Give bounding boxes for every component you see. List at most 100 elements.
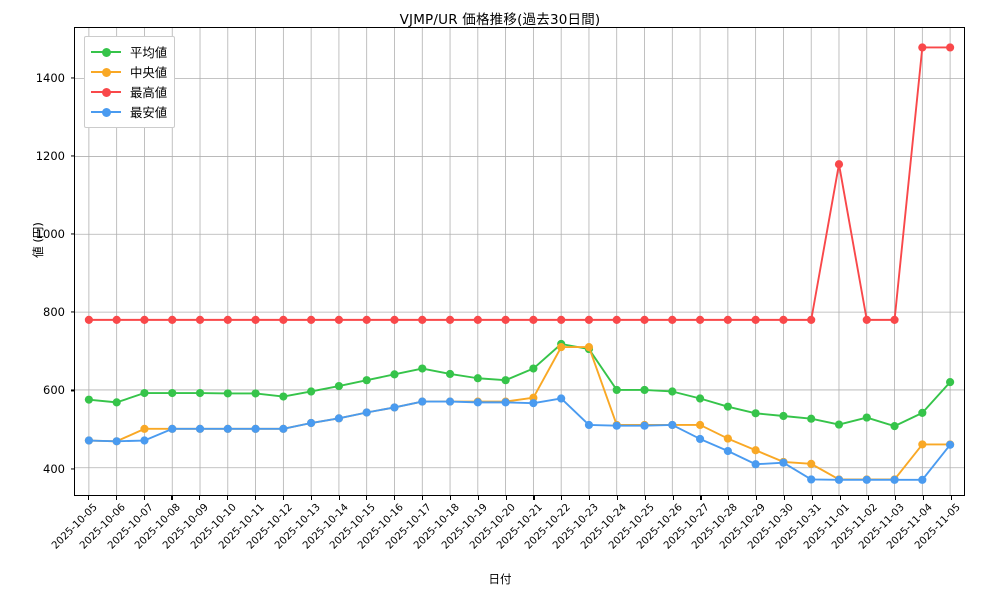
legend-swatch-icon [91, 106, 121, 118]
data-point [362, 376, 371, 385]
series-line [87, 397, 952, 481]
data-point [584, 420, 594, 430]
legend-item: 平均値 [91, 42, 167, 62]
x-tick-mark [87, 496, 90, 500]
data-point [334, 315, 344, 324]
data-point [418, 397, 427, 406]
y-tick-label: 1200 [35, 148, 65, 163]
x-tick-mark [254, 496, 257, 500]
data-point [84, 436, 93, 445]
data-point [751, 409, 760, 418]
data-point [390, 315, 399, 324]
legend-swatch-icon [91, 46, 121, 58]
x-tick-mark [366, 496, 368, 500]
data-point [862, 413, 871, 422]
data-point [779, 315, 788, 324]
data-point [862, 475, 871, 484]
data-point [362, 315, 371, 324]
y-tick-mark [70, 389, 74, 392]
data-point [390, 403, 399, 412]
x-tick-mark [338, 496, 340, 500]
data-point [668, 420, 677, 430]
data-point [307, 387, 316, 396]
x-tick-mark [728, 496, 730, 500]
plot-area [74, 27, 965, 496]
x-tick-mark [394, 496, 396, 500]
data-point [612, 421, 621, 430]
data-point [890, 475, 899, 484]
data-point [668, 315, 677, 324]
data-point [251, 389, 260, 398]
x-tick-mark [895, 496, 897, 500]
data-point [529, 315, 538, 324]
data-point [890, 315, 899, 324]
data-point [307, 418, 316, 428]
x-tick-mark [644, 496, 646, 500]
x-tick-mark [951, 496, 953, 500]
data-point [112, 315, 121, 324]
data-point [418, 364, 427, 373]
data-point [140, 315, 149, 324]
x-tick-mark [143, 496, 145, 500]
data-point [195, 315, 205, 324]
y-axis-ticks: 400 600 800 1000 1200 1400 [24, 27, 74, 496]
data-point [723, 402, 732, 411]
data-point [640, 315, 649, 324]
data-point [362, 408, 371, 417]
chart-legend: 平均値 中央値 最高値 最安値 [84, 36, 176, 128]
x-tick-mark [784, 496, 786, 500]
data-point [418, 315, 427, 324]
x-tick-mark [839, 496, 841, 500]
x-tick-mark [199, 496, 201, 500]
data-point [807, 459, 816, 468]
data-point [612, 385, 621, 395]
series-line [87, 346, 952, 481]
data-point [473, 374, 482, 383]
legend-label: 平均値 [130, 45, 168, 60]
data-point [612, 315, 621, 324]
x-tick-mark [227, 496, 229, 500]
y-tick-label: 1000 [35, 227, 65, 242]
data-point [390, 370, 399, 379]
x-tick-label: 2025-11-05 [913, 502, 963, 552]
x-tick-mark [310, 496, 312, 500]
x-tick-mark [449, 496, 451, 500]
data-point [557, 343, 566, 352]
data-point [807, 315, 816, 324]
data-point [279, 315, 288, 324]
y-tick-mark [70, 77, 74, 79]
x-tick-mark [589, 496, 591, 500]
data-point [279, 392, 288, 401]
data-point [751, 315, 760, 324]
data-point [445, 315, 455, 324]
data-point [918, 440, 927, 449]
x-tick-mark [616, 496, 619, 500]
y-tick-mark [70, 233, 74, 235]
data-point [223, 315, 232, 324]
legend-label: 中央値 [130, 65, 168, 80]
x-tick-mark [505, 496, 507, 500]
data-point [779, 411, 788, 421]
legend-label: 最高値 [130, 85, 168, 100]
data-point [334, 381, 344, 391]
data-point [529, 399, 538, 408]
data-point [84, 395, 93, 404]
data-point [695, 434, 705, 444]
data-point [946, 440, 955, 449]
x-tick-mark [115, 496, 117, 500]
data-point [723, 434, 732, 443]
data-point [834, 475, 844, 484]
series-line [87, 343, 952, 428]
legend-item: 中央値 [91, 62, 167, 82]
y-tick-label: 400 [43, 461, 65, 476]
legend-swatch-icon [91, 86, 121, 98]
data-point [140, 436, 149, 445]
data-point [501, 398, 510, 407]
data-point [751, 460, 760, 469]
x-axis-label: 日付 [488, 572, 512, 586]
data-point [223, 424, 232, 433]
x-tick-mark [171, 496, 173, 500]
legend-item: 最高値 [91, 82, 167, 102]
data-point [723, 315, 732, 324]
